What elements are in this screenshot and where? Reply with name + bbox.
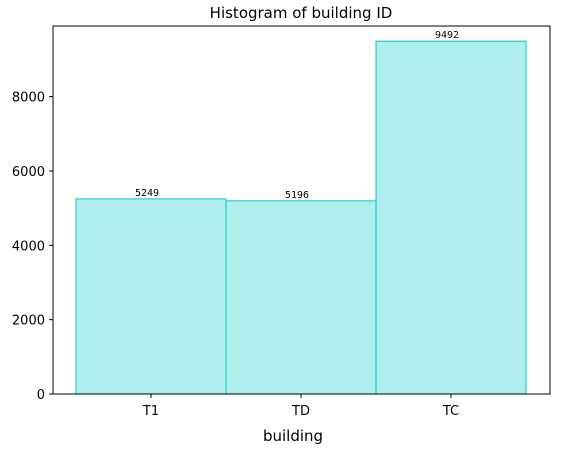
- bars-layer: [75, 40, 527, 395]
- y-tick-label-8000: 8000: [12, 91, 45, 106]
- bar-value-label-t1: 5249: [135, 188, 159, 199]
- bar-td: [225, 200, 377, 395]
- x-axis-label: building: [263, 427, 323, 445]
- y-tick-label-2000: 2000: [12, 314, 45, 329]
- y-axis: 0 2000 4000 6000 8000: [12, 91, 53, 403]
- x-tick-label-td: TD: [291, 404, 310, 419]
- chart-title: Histogram of building ID: [210, 4, 393, 22]
- y-tick-label-0: 0: [37, 388, 45, 403]
- bar-labels-layer: 5249 5196 9492: [135, 30, 459, 201]
- y-tick-label-6000: 6000: [12, 165, 45, 180]
- y-tick-label-4000: 4000: [12, 239, 45, 254]
- x-tick-label-tc: TC: [442, 404, 459, 419]
- bar-value-label-tc: 9492: [435, 30, 459, 41]
- bar-tc: [375, 40, 527, 395]
- bar-t1: [75, 198, 227, 395]
- bar-value-label-td: 5196: [285, 190, 309, 201]
- x-tick-label-t1: T1: [142, 404, 159, 419]
- x-axis: T1 TD TC: [142, 394, 459, 419]
